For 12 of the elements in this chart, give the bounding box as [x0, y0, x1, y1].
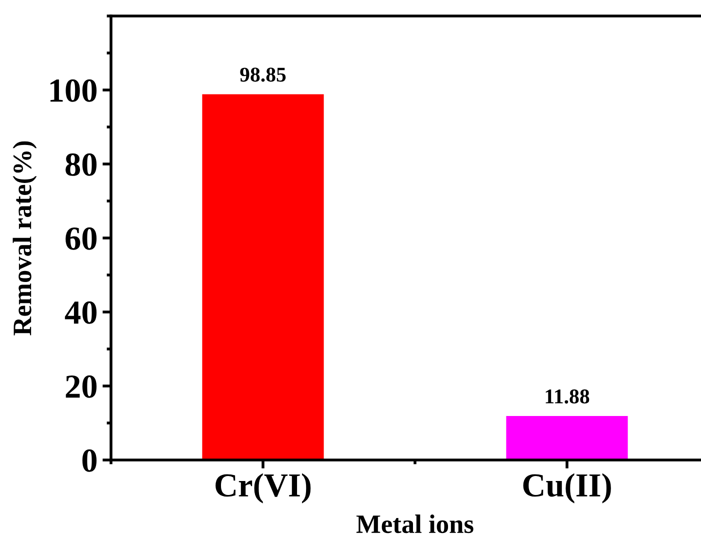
x-tick-label: Cr(VI) [216, 473, 311, 504]
y-tick-label: 40 [64, 301, 97, 324]
y-tick-label: 100 [50, 79, 97, 102]
y-tick-label: 60 [66, 227, 97, 250]
data-label: 11.88 [546, 389, 590, 404]
x-axis-title: Metal ions [356, 514, 474, 534]
data-label: 98.85 [240, 68, 286, 82]
y-tick-label: 0 [82, 449, 97, 472]
x-tick-label: Cu(II) [523, 473, 611, 504]
y-tick-label: 80 [66, 153, 97, 176]
y-axis-title: Removal rate(%) [12, 141, 37, 336]
y-tick-label: 20 [66, 375, 97, 398]
